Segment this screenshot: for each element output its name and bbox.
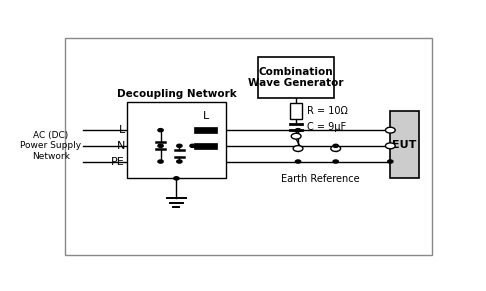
Text: EUT: EUT xyxy=(392,140,417,150)
Circle shape xyxy=(177,144,182,148)
Circle shape xyxy=(333,160,338,163)
Bar xyxy=(259,57,334,98)
Bar xyxy=(194,127,217,133)
Circle shape xyxy=(190,144,195,148)
Circle shape xyxy=(291,133,301,139)
Circle shape xyxy=(385,127,395,133)
Bar xyxy=(194,143,217,149)
Circle shape xyxy=(388,160,393,163)
Text: C = 9μF: C = 9μF xyxy=(307,122,346,132)
Circle shape xyxy=(158,129,163,132)
Circle shape xyxy=(385,143,395,149)
Circle shape xyxy=(177,160,182,163)
Bar xyxy=(390,111,418,178)
Text: PE: PE xyxy=(111,157,125,166)
Text: R = 10Ω: R = 10Ω xyxy=(307,106,347,116)
Circle shape xyxy=(331,146,341,151)
Circle shape xyxy=(158,160,163,163)
Circle shape xyxy=(158,144,163,148)
Circle shape xyxy=(174,177,179,180)
Circle shape xyxy=(293,146,303,151)
Text: N: N xyxy=(117,141,125,151)
Text: L: L xyxy=(203,111,209,121)
Text: AC (DC)
Power Supply
Network: AC (DC) Power Supply Network xyxy=(20,131,82,161)
Circle shape xyxy=(295,129,301,132)
Text: Decoupling Network: Decoupling Network xyxy=(117,89,237,99)
Text: Earth Reference: Earth Reference xyxy=(281,174,360,184)
Text: Combination
Wave Generator: Combination Wave Generator xyxy=(248,67,344,88)
Circle shape xyxy=(333,144,338,148)
Text: L: L xyxy=(119,125,125,135)
Bar xyxy=(127,102,226,178)
Bar xyxy=(290,103,302,119)
Circle shape xyxy=(295,160,301,163)
